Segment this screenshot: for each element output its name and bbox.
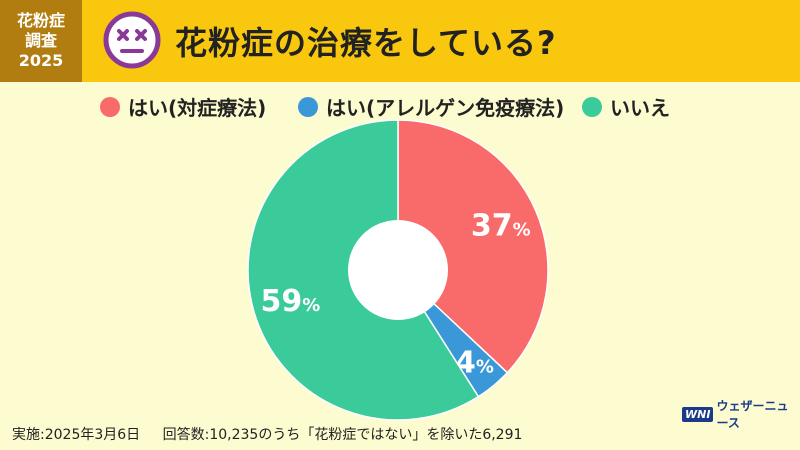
legend-item-symptomatic: はい(対症療法) <box>100 92 266 121</box>
weathernews-logo: WNI ウェザーニュース <box>682 399 800 430</box>
donut-hole <box>348 220 448 320</box>
legend-item-no: いいえ <box>582 92 670 121</box>
survey-footnote: 実施:2025年3月6日 回答数:10,235のうち「花粉症ではない」を除いた6… <box>12 424 540 444</box>
legend-swatch-green <box>582 96 602 117</box>
legend-label: はい(対症療法) <box>128 96 267 120</box>
legend-swatch-red <box>100 96 120 117</box>
badge-line-1: 花粉症 <box>16 11 65 30</box>
legend-item-immunotherapy: はい(アレルゲン免疫療法) <box>298 92 564 121</box>
slice-value-label: 37% <box>471 209 531 244</box>
logo-mark: WNI <box>682 406 714 422</box>
survey-badge: 花粉症 調査 2025 <box>0 0 82 82</box>
slice-symptomatic <box>397 119 549 374</box>
badge-line-3: 2025 <box>18 51 64 70</box>
page-title: 花粉症の治療をしている? <box>175 24 557 62</box>
survey-date: 実施:2025年3月6日 <box>12 427 141 443</box>
legend-label: いいえ <box>610 96 670 120</box>
header-bar: 花粉症 調査 2025 花粉症の治療をしている? <box>0 0 800 82</box>
legend-label: はい(アレルゲン免疫療法) <box>326 96 565 120</box>
dizzy-face-icon <box>103 11 161 69</box>
respondent-count: 回答数:10,235のうち「花粉症ではない」を除いた6,291 <box>162 427 523 443</box>
legend-swatch-blue <box>298 96 318 117</box>
badge-line-2: 調査 <box>24 31 57 50</box>
chart-legend: はい(対症療法) はい(アレルゲン免疫療法) いいえ <box>0 92 800 122</box>
logo-text: ウェザーニュース <box>716 399 789 430</box>
slice-value-label: 59% <box>261 284 321 319</box>
